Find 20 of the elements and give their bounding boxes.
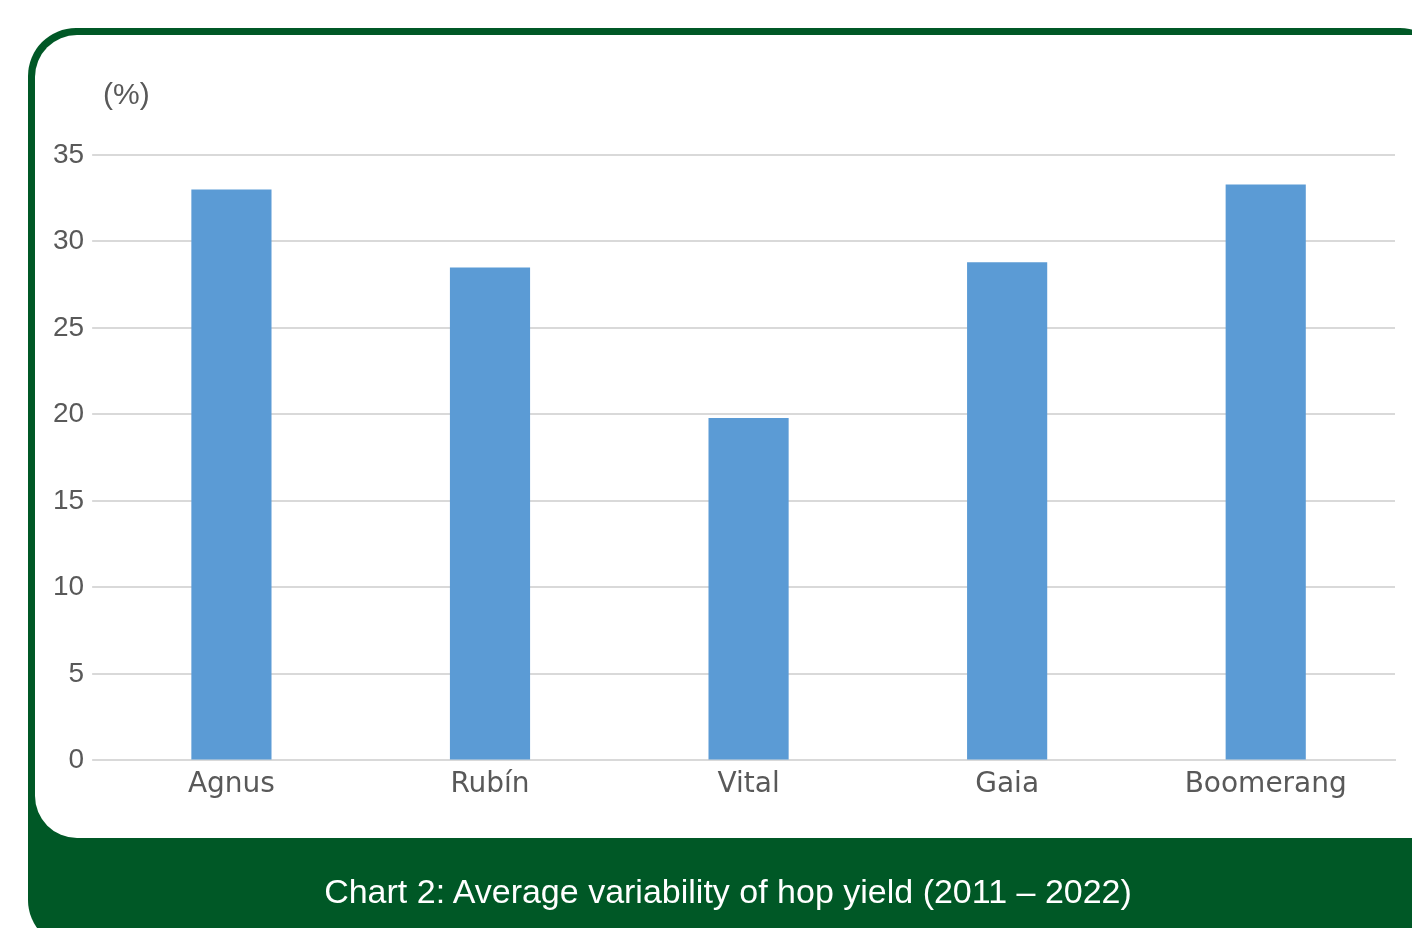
y-tick-label: 35 [52,137,85,169]
y-tick-label: 10 [52,570,85,602]
x-tick-label: Agnus [187,766,275,800]
text: Chart 2: Average variability of hop yield (2011 – 2022) [323,872,1133,911]
bar [708,417,789,760]
y-axis-title: (%) [103,77,150,111]
y-tick-label: 30 [52,224,85,256]
x-tick-label: Gaia [975,766,1040,800]
y-tick-label: 0 [68,743,85,775]
x-tick-label: Rubín [450,766,530,800]
y-tick-label: 5 [68,656,85,688]
bar [449,267,531,760]
bar [967,262,1048,760]
y-tick-label: 20 [52,397,85,429]
x-tick-label: Vital [717,766,780,800]
bar [191,189,272,760]
y-tick-label: 25 [52,310,85,342]
y-tick-label: 15 [52,483,85,515]
x-tick-label: Boomerang [1184,766,1347,800]
bar [1225,184,1306,760]
